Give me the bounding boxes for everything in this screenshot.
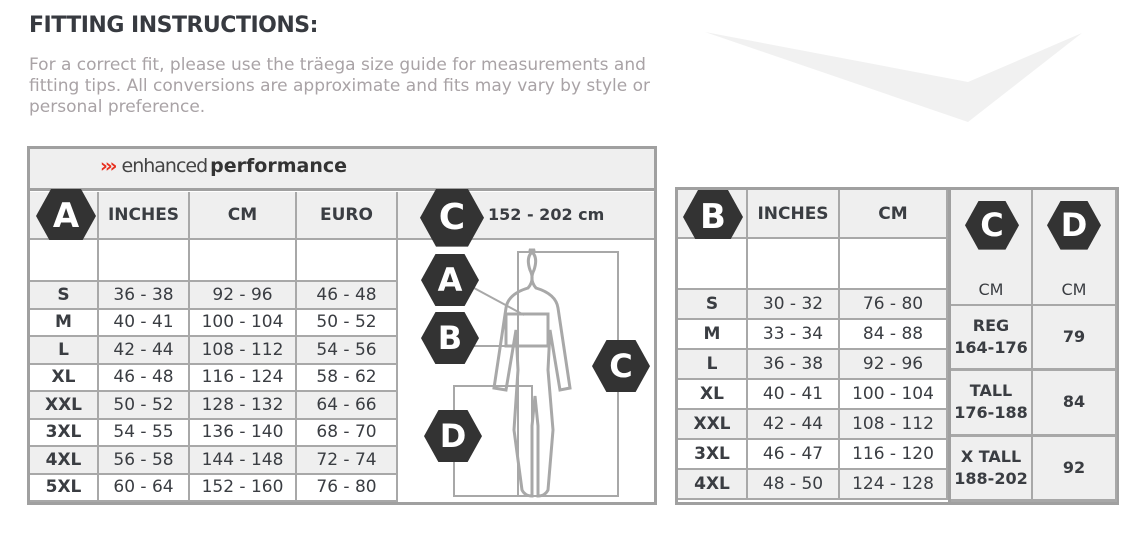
d-unit: CM xyxy=(1061,280,1087,299)
size-label: 5XL xyxy=(30,474,99,502)
cm-value: 92 - 96 xyxy=(840,350,948,380)
length-label: TALL xyxy=(969,381,1013,401)
size-label: XL xyxy=(678,380,748,410)
size-label: L xyxy=(678,350,748,380)
cm-value: 116 - 124 xyxy=(190,364,297,392)
cm-value: 128 - 132 xyxy=(190,392,297,420)
inches-value: 42 - 44 xyxy=(748,410,840,440)
badge-b-icon: B xyxy=(683,190,743,244)
euro-value: 54 - 56 xyxy=(297,337,398,365)
size-label: 4XL xyxy=(678,470,748,500)
size-label: M xyxy=(30,309,99,337)
size-label: 4XL xyxy=(30,447,99,475)
length-cell: REG 164-176 xyxy=(951,306,1033,372)
intro-text: For a correct fit, please use the träega… xyxy=(29,55,650,117)
inseam-value: 92 xyxy=(1033,436,1117,502)
inches-value: 40 - 41 xyxy=(748,380,840,410)
inches-value: 46 - 48 xyxy=(99,364,190,392)
inches-value: 36 - 38 xyxy=(99,282,190,310)
euro-value: 72 - 74 xyxy=(297,447,398,475)
size-label: XXL xyxy=(678,410,748,440)
size-label: M xyxy=(678,320,748,350)
size-label: 3XL xyxy=(30,419,99,447)
blank-cell xyxy=(30,240,99,282)
column-header: INCHES xyxy=(99,192,190,240)
cm-value: 100 - 104 xyxy=(190,309,297,337)
euro-value: 50 - 52 xyxy=(297,309,398,337)
size-label: 3XL xyxy=(678,440,748,470)
inches-value: 46 - 47 xyxy=(748,440,840,470)
blank-cell xyxy=(748,239,840,290)
cm-value: 152 - 160 xyxy=(190,474,297,502)
column-header: CM xyxy=(190,192,297,240)
cm-value: 76 - 80 xyxy=(840,290,948,320)
inseam-value: 79 xyxy=(1033,306,1117,372)
blank-cell xyxy=(190,240,297,282)
figure-badge-c-icon: C xyxy=(592,340,650,393)
inseam-value: 84 xyxy=(1033,371,1117,437)
divider xyxy=(948,190,951,502)
cm-value: 108 - 112 xyxy=(840,410,948,440)
inches-value: 36 - 38 xyxy=(748,350,840,380)
length-cell: TALL 176-188 xyxy=(951,371,1033,437)
length-range: 188-202 xyxy=(954,468,1028,488)
cm-value: 124 - 128 xyxy=(840,470,948,500)
inches-value: 60 - 64 xyxy=(99,474,190,502)
page-title: FITTING INSTRUCTIONS: xyxy=(29,13,318,38)
euro-value: 64 - 66 xyxy=(297,392,398,420)
inches-value: 33 - 34 xyxy=(748,320,840,350)
euro-value: 68 - 70 xyxy=(297,419,398,447)
inches-value: 30 - 32 xyxy=(748,290,840,320)
brand-logo: ››› enhanced performance xyxy=(100,155,347,177)
cm-value: 84 - 88 xyxy=(840,320,948,350)
size-label: XL xyxy=(30,364,99,392)
inches-value: 40 - 41 xyxy=(99,309,190,337)
cm-value: 108 - 112 xyxy=(190,337,297,365)
inches-value: 48 - 50 xyxy=(748,470,840,500)
cm-value: 136 - 140 xyxy=(190,419,297,447)
size-label: L xyxy=(30,337,99,365)
euro-value: 76 - 80 xyxy=(297,474,398,502)
brand-arrows-icon: ››› xyxy=(100,155,117,177)
column-header: CM xyxy=(840,190,948,239)
length-cell: X TALL 188-202 xyxy=(951,436,1033,502)
length-range: 176-188 xyxy=(954,403,1028,423)
size-label: XXL xyxy=(30,392,99,420)
blank-cell xyxy=(840,239,948,290)
inches-value: 42 - 44 xyxy=(99,337,190,365)
euro-value: 58 - 62 xyxy=(297,364,398,392)
length-label: X TALL xyxy=(960,446,1022,466)
brand-text-bold: performance xyxy=(210,155,347,177)
column-header: INCHES xyxy=(748,190,840,239)
c-unit: CM xyxy=(978,280,1004,299)
cm-value: 92 - 96 xyxy=(190,282,297,310)
length-label: REG xyxy=(972,316,1010,336)
length-range: 164-176 xyxy=(954,338,1028,358)
brand-header xyxy=(30,149,654,191)
blank-cell xyxy=(678,239,748,290)
brand-text-light: enhanced xyxy=(121,155,209,177)
blank-cell xyxy=(297,240,398,282)
inches-value: 54 - 55 xyxy=(99,419,190,447)
blank-cell xyxy=(99,240,190,282)
size-label: S xyxy=(30,282,99,310)
euro-value: 46 - 48 xyxy=(297,282,398,310)
inches-value: 50 - 52 xyxy=(99,392,190,420)
badge-a-icon: A xyxy=(36,189,96,243)
cm-value: 144 - 148 xyxy=(190,447,297,475)
cm-value: 100 - 104 xyxy=(840,380,948,410)
column-header: EURO xyxy=(297,192,398,240)
inches-value: 56 - 58 xyxy=(99,447,190,475)
size-label: S xyxy=(678,290,748,320)
cm-value: 116 - 120 xyxy=(840,440,948,470)
height-range: 152 - 202 cm xyxy=(488,205,605,224)
